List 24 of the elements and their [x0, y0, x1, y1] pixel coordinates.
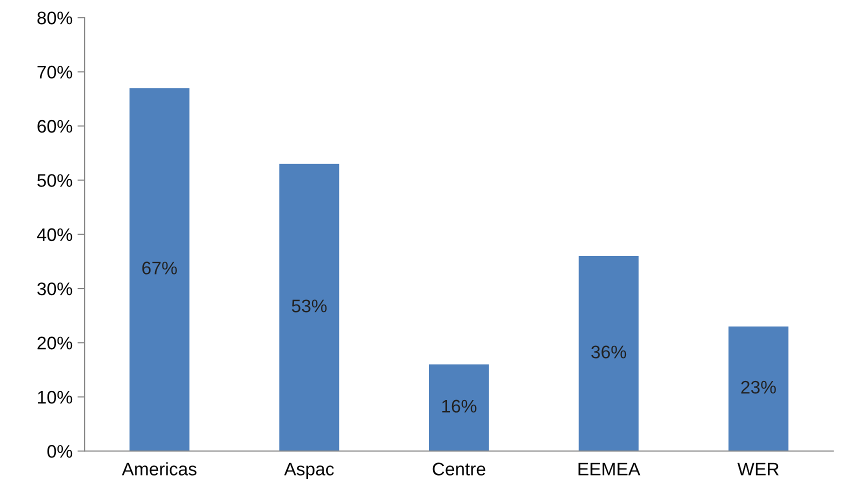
- data-label: 23%: [741, 380, 776, 394]
- x-tick-label: Americas: [122, 462, 196, 476]
- y-tick-label: 10%: [38, 390, 72, 404]
- bar: [130, 88, 190, 452]
- bar: [279, 164, 340, 452]
- x-tick-label: WER: [737, 462, 779, 476]
- bar: [429, 364, 489, 452]
- data-label: 53%: [292, 300, 327, 312]
- y-tick-label: 40%: [37, 228, 72, 242]
- data-label: 67%: [142, 262, 177, 274]
- y-tick-label: 80%: [37, 12, 72, 24]
- y-tick-label: 30%: [37, 282, 72, 296]
- bar: [578, 256, 639, 452]
- x-tick-label: Aspac: [284, 462, 334, 480]
- y-tick-label: 0%: [47, 445, 72, 458]
- y-tick-label: 20%: [38, 336, 72, 350]
- y-tick-label: 50%: [37, 174, 72, 187]
- y-tick-label: 70%: [38, 66, 72, 79]
- bar: [728, 326, 788, 452]
- y-tick-label: 60%: [38, 120, 72, 133]
- x-tick-label: Centre: [432, 462, 486, 476]
- data-label: 36%: [591, 346, 626, 358]
- x-tick-label: EEMEA: [578, 462, 640, 476]
- data-label: 16%: [442, 400, 476, 413]
